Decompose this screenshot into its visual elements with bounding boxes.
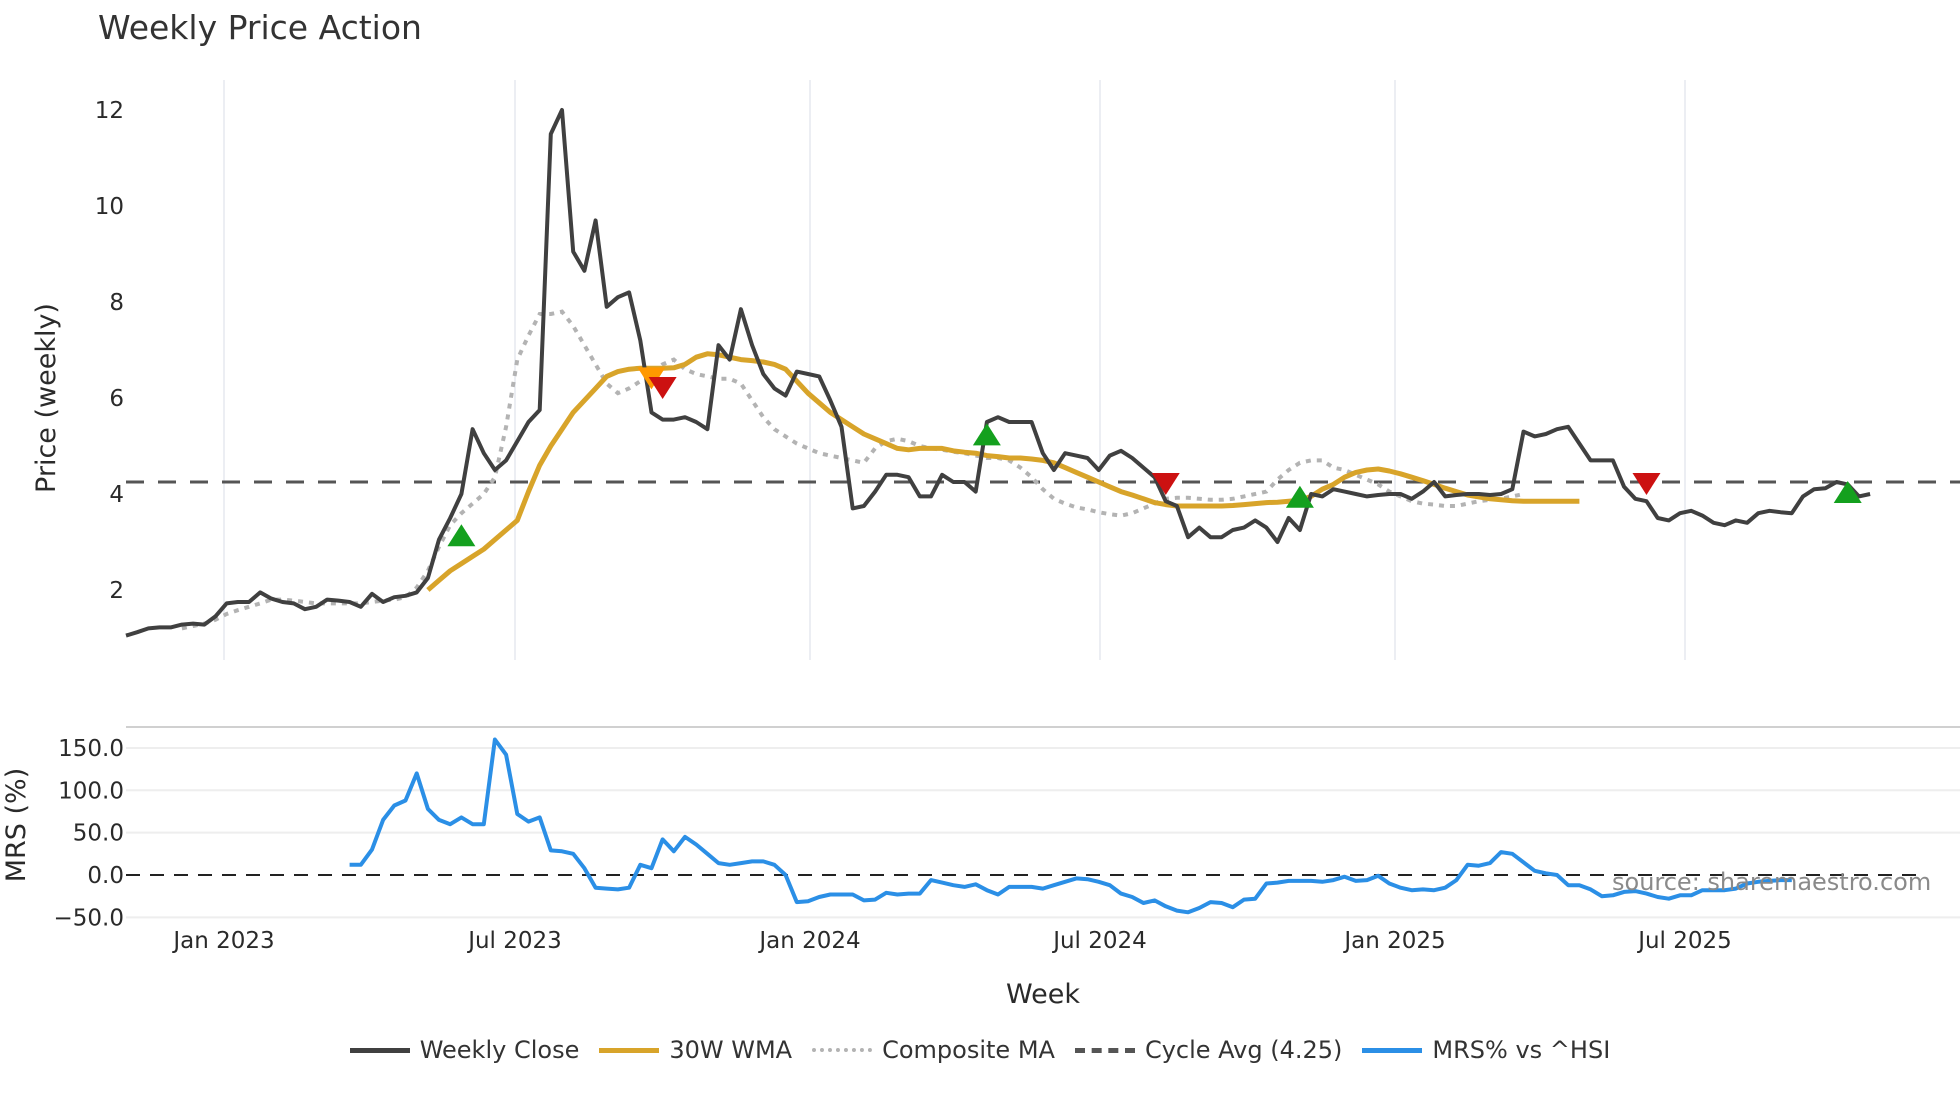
legend-label: 30W WMA xyxy=(669,1036,793,1064)
x-axis-label: Week xyxy=(1006,979,1080,1010)
legend-item: MRS% vs ^HSI xyxy=(1362,1036,1610,1064)
composite-ma-line xyxy=(181,309,1524,631)
legend-swatch-icon xyxy=(1074,1047,1135,1053)
legend-item: Weekly Close xyxy=(349,1036,580,1064)
mrs-y-axis: −50.0 0.0 50.0 100.0 150.0 xyxy=(54,736,124,931)
x-tick: Jan 2023 xyxy=(171,928,274,954)
price-axis-label: Price (weekly) xyxy=(31,303,62,493)
legend-item: Cycle Avg (4.25) xyxy=(1074,1036,1343,1064)
mrs-tick: 50.0 xyxy=(73,821,124,847)
mrs-tick: 0.0 xyxy=(87,863,124,889)
series-layer xyxy=(125,108,1960,915)
legend-label: Cycle Avg (4.25) xyxy=(1144,1036,1343,1064)
legend-swatch-icon xyxy=(812,1048,873,1052)
legend-swatch-icon xyxy=(1362,1047,1423,1053)
buy-signal-icon xyxy=(972,423,1001,446)
mrs-tick: 100.0 xyxy=(58,778,124,804)
wma-line xyxy=(426,351,1580,592)
chart-title: Weekly Price Action xyxy=(98,8,422,47)
legend: Weekly Close 30W WMA Composite MA Cycle Avg… xyxy=(0,1036,1960,1064)
mrs-tick: 150.0 xyxy=(58,736,124,762)
x-tick: Jul 2025 xyxy=(1636,928,1732,954)
legend-label: MRS% vs ^HSI xyxy=(1432,1036,1611,1064)
buy-signal-icon xyxy=(1285,485,1314,508)
legend-label: Composite MA xyxy=(882,1036,1055,1064)
mrs-tick: −50.0 xyxy=(54,905,124,931)
sell-signal-icon xyxy=(648,377,677,399)
price-y-axis: 2 4 6 8 10 12 xyxy=(95,98,124,604)
legend-swatch-icon xyxy=(599,1047,660,1053)
price-tick: 12 xyxy=(95,98,124,124)
legend-swatch-icon xyxy=(349,1047,410,1053)
price-tick: 6 xyxy=(109,386,124,412)
x-tick: Jan 2024 xyxy=(757,928,860,954)
sell-signal-icon xyxy=(1632,473,1661,495)
price-tick: 4 xyxy=(109,482,124,508)
legend-item: 30W WMA xyxy=(599,1036,792,1064)
mrs-axis-label: MRS (%) xyxy=(1,768,32,883)
buy-signal-icon xyxy=(447,524,476,547)
gridlines xyxy=(126,80,1960,919)
x-tick: Jan 2025 xyxy=(1342,928,1445,954)
price-tick: 8 xyxy=(109,290,124,316)
x-tick: Jul 2023 xyxy=(466,928,562,954)
x-axis: Jan 2023 Jul 2023 Jan 2024 Jul 2024 Jan 2025… xyxy=(171,928,1731,954)
source-watermark: source: sharemaestro.com xyxy=(1612,868,1932,896)
price-tick: 10 xyxy=(95,194,124,220)
buy-signal-icon xyxy=(1833,481,1862,503)
weekly-close-line xyxy=(125,108,1871,638)
legend-label: Weekly Close xyxy=(419,1036,580,1064)
signal-markers xyxy=(447,367,1862,547)
x-tick: Jul 2024 xyxy=(1051,928,1147,954)
legend-item: Composite MA xyxy=(812,1036,1055,1064)
sell-signal-icon xyxy=(1151,473,1180,495)
mrs-line xyxy=(349,737,1792,915)
price-tick: 2 xyxy=(109,578,124,604)
